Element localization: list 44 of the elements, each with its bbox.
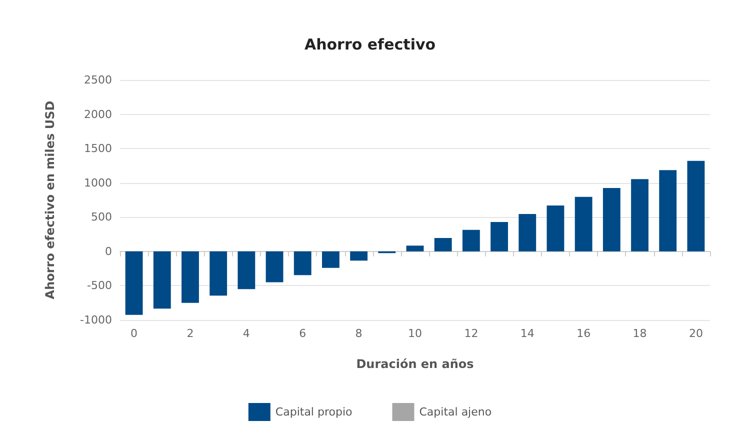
x-tick-label: 10: [408, 327, 422, 340]
bar: [462, 230, 480, 252]
x-tick-label: 16: [576, 327, 591, 340]
x-tick-label: 18: [632, 327, 647, 340]
y-tick-label: 1500: [84, 142, 112, 156]
bar: [546, 205, 564, 252]
legend-label: Capital ajeno: [419, 406, 492, 418]
y-tick-label: 500: [91, 210, 112, 224]
bar: [153, 251, 171, 309]
bar: [266, 251, 284, 282]
bar: [659, 170, 677, 252]
legend-label: Capital propio: [275, 406, 353, 418]
chart-title: Ahorro efectivo: [304, 36, 436, 54]
y-tick-label: 2500: [84, 74, 112, 86]
y-tick-label: 1000: [84, 176, 112, 190]
bar: [238, 251, 256, 290]
x-tick-label: 6: [299, 327, 306, 340]
x-axis-title: Duración en años: [356, 357, 474, 371]
x-tick-label: 8: [355, 327, 362, 340]
bar: [294, 251, 312, 276]
bar: [434, 238, 452, 252]
y-tick-label: 0: [105, 244, 112, 258]
x-tick-label: 0: [130, 327, 138, 340]
y-axis-title: Ahorro efectivo en miles USD: [43, 100, 57, 300]
bar: [322, 251, 340, 268]
y-tick-label: 2000: [84, 108, 112, 121]
x-tick-label: 12: [464, 327, 478, 340]
y-tick-label: -1000: [80, 314, 112, 326]
x-tick-label: 20: [688, 327, 703, 340]
x-tick-label: 14: [520, 327, 534, 340]
bar: [406, 246, 424, 252]
y-tick-label: -500: [87, 279, 112, 292]
x-tick-label: 2: [186, 327, 194, 340]
bar: [687, 160, 705, 252]
bar: [182, 251, 199, 303]
bar: [518, 214, 536, 252]
bar: [210, 251, 228, 296]
bar: [574, 196, 592, 252]
x-tick-label: 4: [242, 327, 250, 340]
bar: [602, 188, 620, 252]
bar: [350, 251, 368, 261]
bar: [631, 179, 648, 252]
bar: [125, 251, 143, 315]
bar: [490, 222, 508, 252]
